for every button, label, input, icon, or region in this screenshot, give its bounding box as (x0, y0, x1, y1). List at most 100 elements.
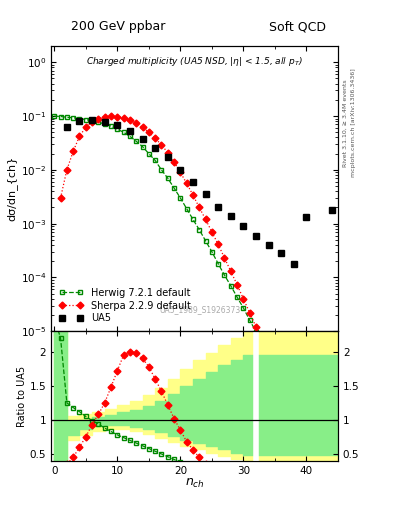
Text: 200 GeV ppbar: 200 GeV ppbar (71, 20, 165, 33)
Herwig 7.2.1 default (140, 143, 145, 150)
Herwig 7.2.1 default (102, 121, 107, 127)
UA5 (304, 215, 309, 221)
Line: Herwig 7.2.1 default: Herwig 7.2.1 default (52, 114, 321, 453)
Herwig 7.2.1 default (216, 261, 220, 267)
Herwig 7.2.1 default (96, 119, 101, 125)
Sherpa 2.2.9 default (128, 117, 132, 123)
Herwig 7.2.1 default (191, 216, 195, 222)
UA5 (115, 122, 119, 128)
Herwig 7.2.1 default (71, 115, 75, 121)
Herwig 7.2.1 default (58, 114, 63, 120)
Herwig 7.2.1 default (209, 249, 214, 255)
Sherpa 2.2.9 default (203, 216, 208, 222)
UA5 (329, 207, 334, 213)
Sherpa 2.2.9 default (102, 114, 107, 120)
Sherpa 2.2.9 default (153, 135, 158, 141)
Herwig 7.2.1 default (273, 365, 277, 371)
Sherpa 2.2.9 default (279, 383, 284, 389)
Line: Sherpa 2.2.9 default: Sherpa 2.2.9 default (58, 114, 328, 493)
Herwig 7.2.1 default (317, 447, 321, 454)
Sherpa 2.2.9 default (235, 282, 239, 288)
Y-axis label: Ratio to UA5: Ratio to UA5 (17, 366, 27, 426)
X-axis label: $n_{ch}$: $n_{ch}$ (185, 477, 204, 490)
Sherpa 2.2.9 default (184, 180, 189, 186)
Herwig 7.2.1 default (292, 400, 296, 406)
Sherpa 2.2.9 default (216, 241, 220, 247)
Herwig 7.2.1 default (298, 412, 303, 418)
Sherpa 2.2.9 default (64, 167, 69, 173)
Sherpa 2.2.9 default (292, 413, 296, 419)
Herwig 7.2.1 default (90, 118, 94, 124)
Herwig 7.2.1 default (172, 185, 176, 191)
Sherpa 2.2.9 default (147, 129, 151, 135)
Sherpa 2.2.9 default (108, 113, 113, 119)
UA5 (140, 136, 145, 142)
Sherpa 2.2.9 default (165, 150, 170, 156)
Herwig 7.2.1 default (147, 151, 151, 157)
Herwig 7.2.1 default (228, 283, 233, 289)
Sherpa 2.2.9 default (298, 428, 303, 434)
Sherpa 2.2.9 default (317, 472, 321, 478)
UA5 (266, 242, 271, 248)
Sherpa 2.2.9 default (71, 148, 75, 155)
Herwig 7.2.1 default (222, 272, 227, 278)
UA5 (102, 118, 107, 124)
Herwig 7.2.1 default (279, 376, 284, 382)
Sherpa 2.2.9 default (83, 124, 88, 130)
UA5 (64, 124, 69, 130)
Sherpa 2.2.9 default (266, 353, 271, 359)
Herwig 7.2.1 default (165, 175, 170, 181)
Sherpa 2.2.9 default (247, 310, 252, 316)
Text: UA5_1989_S1926373: UA5_1989_S1926373 (160, 305, 241, 314)
Sherpa 2.2.9 default (90, 119, 94, 125)
Sherpa 2.2.9 default (178, 169, 183, 176)
Sherpa 2.2.9 default (58, 195, 63, 201)
Herwig 7.2.1 default (266, 353, 271, 359)
Herwig 7.2.1 default (77, 115, 82, 121)
Sherpa 2.2.9 default (209, 229, 214, 235)
Sherpa 2.2.9 default (323, 487, 328, 494)
Herwig 7.2.1 default (247, 317, 252, 323)
UA5 (203, 191, 208, 198)
UA5 (90, 117, 94, 123)
UA5 (178, 167, 183, 173)
Herwig 7.2.1 default (134, 138, 139, 144)
Herwig 7.2.1 default (310, 436, 315, 442)
Sherpa 2.2.9 default (115, 114, 119, 120)
UA5 (279, 250, 284, 257)
Sherpa 2.2.9 default (241, 296, 246, 302)
Sherpa 2.2.9 default (310, 458, 315, 464)
Sherpa 2.2.9 default (285, 398, 290, 404)
Herwig 7.2.1 default (197, 227, 202, 233)
Text: Charged multiplicity (UA5 NSD, $|\eta|$ < 1.5, all $p_T$): Charged multiplicity (UA5 NSD, $|\eta|$ … (86, 55, 303, 68)
Sherpa 2.2.9 default (222, 255, 227, 261)
Herwig 7.2.1 default (304, 423, 309, 430)
Herwig 7.2.1 default (260, 340, 264, 347)
Herwig 7.2.1 default (184, 205, 189, 211)
UA5 (165, 155, 170, 161)
UA5 (77, 118, 82, 124)
Sherpa 2.2.9 default (134, 120, 139, 126)
Legend: Herwig 7.2.1 default, Sherpa 2.2.9 default, UA5: Herwig 7.2.1 default, Sherpa 2.2.9 defau… (56, 285, 194, 326)
Sherpa 2.2.9 default (159, 142, 164, 148)
Herwig 7.2.1 default (64, 114, 69, 120)
Herwig 7.2.1 default (253, 329, 258, 335)
Herwig 7.2.1 default (121, 129, 126, 135)
UA5 (128, 128, 132, 134)
UA5 (292, 261, 296, 267)
Text: Soft QCD: Soft QCD (269, 20, 326, 33)
Herwig 7.2.1 default (178, 195, 183, 201)
Herwig 7.2.1 default (108, 123, 113, 129)
Text: mcplots.cern.ch [arXiv:1306.3436]: mcplots.cern.ch [arXiv:1306.3436] (351, 69, 356, 177)
Herwig 7.2.1 default (285, 388, 290, 394)
Herwig 7.2.1 default (83, 117, 88, 123)
UA5 (216, 204, 220, 210)
Sherpa 2.2.9 default (191, 192, 195, 198)
Sherpa 2.2.9 default (304, 443, 309, 449)
UA5 (228, 212, 233, 219)
Text: Rivet 3.1.10, ≥ 3.4M events: Rivet 3.1.10, ≥ 3.4M events (343, 79, 347, 167)
UA5 (153, 144, 158, 151)
Herwig 7.2.1 default (153, 157, 158, 163)
Herwig 7.2.1 default (235, 294, 239, 300)
Herwig 7.2.1 default (159, 167, 164, 173)
